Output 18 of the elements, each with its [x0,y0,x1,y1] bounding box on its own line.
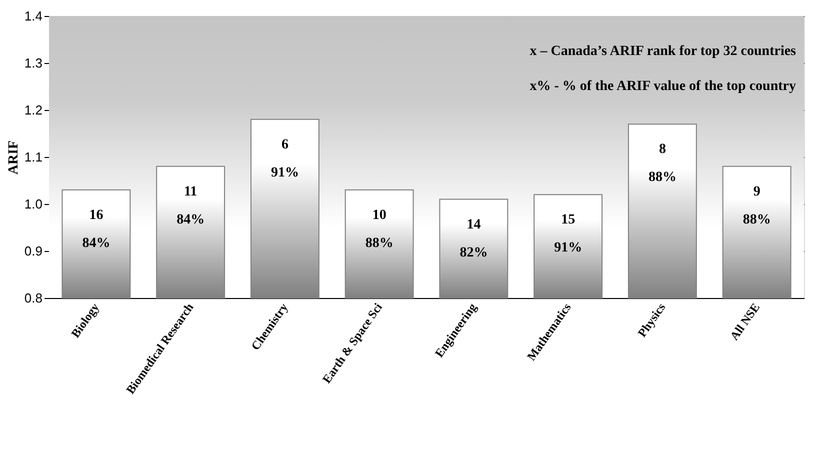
annotation: 8 88% [648,142,676,186]
y-axis-title: ARIF [6,140,22,175]
y-tick-label: 1.2 [24,102,42,118]
annotation: 15 91% [554,212,582,256]
annotation: 11 84% [176,184,205,228]
y-tick-label: 0.9 [24,244,42,258]
annotation: x% - % of the ARIF value of the top country [530,79,796,94]
annotation: 10 88% [365,208,394,251]
y-tick-label: 0.8 [24,290,42,306]
y-tick-label: 1.3 [24,56,42,70]
annotation: 9 88% [742,184,771,228]
y-tick-label: 1.1 [24,150,42,164]
y-tick-label: 1.4 [24,8,42,24]
annotation: 16 84% [82,208,110,251]
y-tick-label: 1.0 [24,196,42,212]
annotation: 14 82% [460,217,488,260]
annotation: 6 91% [270,137,299,180]
annotation: x – Canada’s ARIF rank for top 32 countries [530,44,797,59]
